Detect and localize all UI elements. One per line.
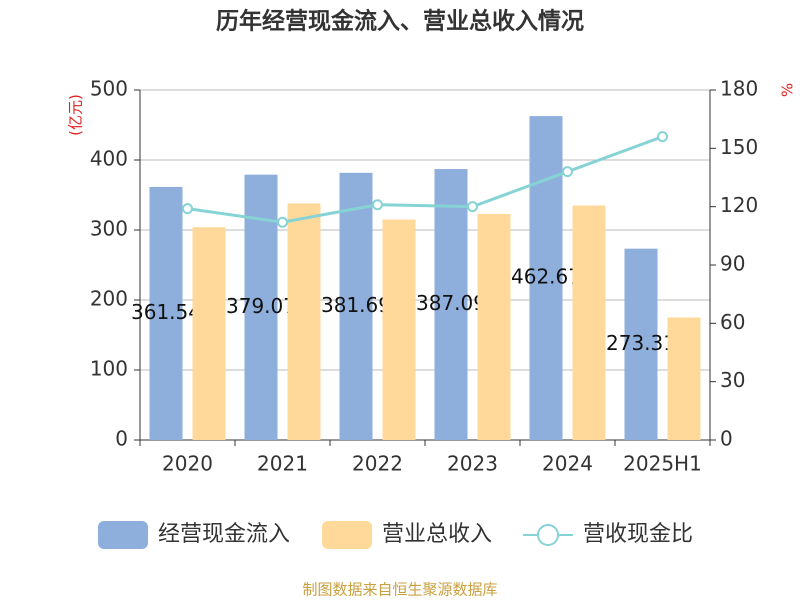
y-tick-label: 0	[115, 427, 128, 451]
legend-swatch	[537, 524, 559, 546]
bar	[149, 186, 183, 440]
x-tick-label: 2022	[352, 452, 403, 476]
x-tick-label: 2025H1	[623, 452, 702, 476]
y2-tick-label: 60	[720, 310, 745, 334]
bar	[434, 169, 468, 441]
line-point	[277, 216, 288, 228]
x-tick-label: 2021	[257, 452, 308, 476]
bar	[192, 227, 226, 440]
bar	[339, 172, 373, 440]
y-tick-label: 100	[90, 357, 128, 381]
data-label: 387.09	[416, 291, 486, 315]
line-point	[562, 166, 573, 178]
y2-tick-label: 150	[720, 135, 758, 159]
y2-tick-label: 120	[720, 193, 758, 217]
legend-swatch	[322, 521, 372, 549]
y2-tick-label: 0	[720, 427, 733, 451]
source-note: 制图数据来自恒生聚源数据库	[302, 581, 497, 599]
data-label: 379.07	[226, 294, 296, 318]
bar	[572, 205, 606, 440]
y-tick-label: 300	[90, 217, 128, 241]
legend-label: 经营现金流入	[158, 522, 290, 547]
y-tick-label: 500	[90, 77, 128, 101]
line-point	[657, 131, 668, 143]
y-tick-label: 400	[90, 147, 128, 171]
data-label: 273.31	[606, 331, 676, 355]
data-label: 381.69	[321, 293, 391, 317]
legend-label: 营收现金比	[583, 522, 693, 547]
line-point	[467, 201, 478, 213]
line	[187, 135, 664, 224]
bar	[529, 116, 563, 441]
bar	[624, 248, 658, 440]
y2-tick-label: 180	[720, 77, 758, 101]
line-point	[372, 199, 383, 211]
y-tick-label: 200	[90, 287, 128, 311]
legend-swatch	[98, 521, 148, 549]
y-axis-label: (亿元)	[67, 94, 85, 136]
y2-axis-label: %	[779, 83, 797, 97]
bar	[667, 317, 701, 440]
x-tick-label: 2023	[447, 452, 498, 476]
bar	[382, 219, 416, 440]
legend-label: 营业总收入	[382, 522, 492, 547]
x-tick-label: 2020	[162, 452, 213, 476]
bar	[477, 213, 511, 440]
y2-tick-label: 90	[720, 252, 745, 276]
y2-tick-label: 30	[720, 368, 745, 392]
x-tick-label: 2024	[542, 452, 593, 476]
data-label: 462.67	[511, 265, 581, 289]
line-point	[182, 203, 193, 215]
bar	[287, 203, 321, 440]
data-label: 361.54	[131, 300, 201, 324]
chart-title: 历年经营现金流入、营业总收入情况	[216, 8, 584, 35]
